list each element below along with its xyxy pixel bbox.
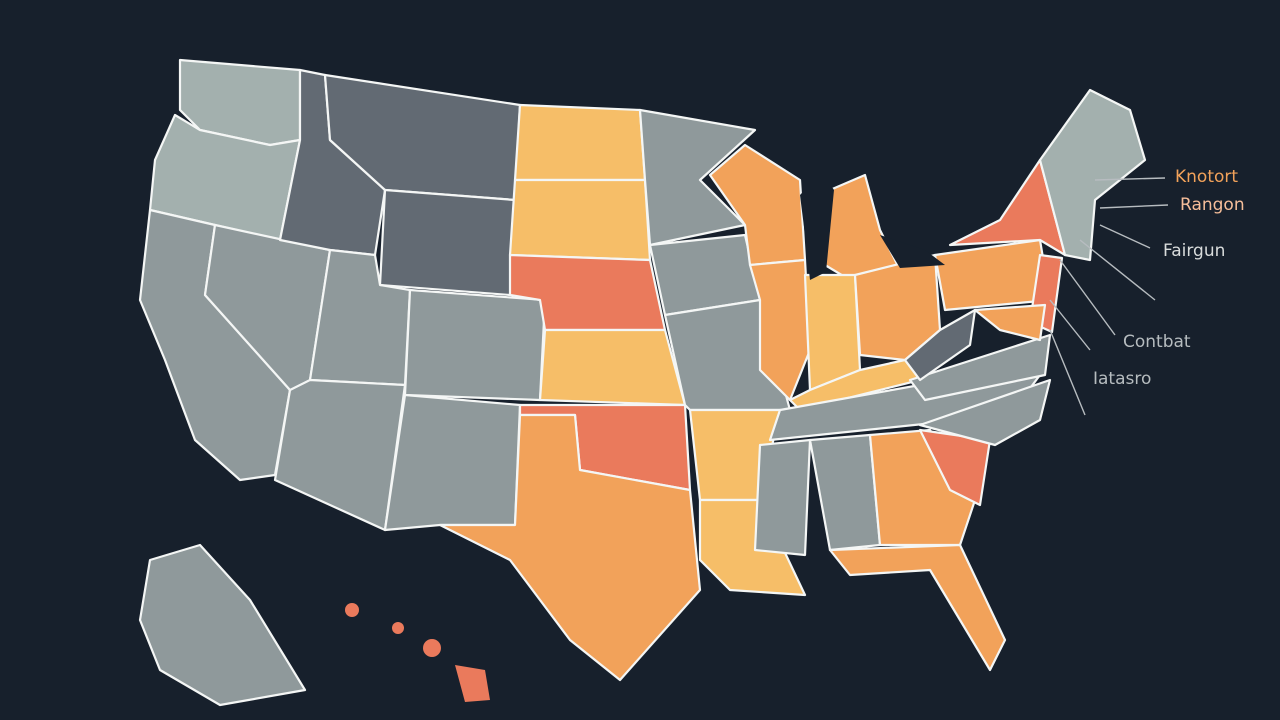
state [513,103,647,182]
callout-arrows [1049,177,1169,416]
arrow [1049,299,1091,351]
island [423,639,441,657]
callout-label: Contbat [1123,332,1191,352]
state [508,178,652,262]
island [392,622,404,634]
state [403,288,547,402]
callout-label: Rangon [1180,195,1245,215]
state [973,303,1047,342]
state [273,378,407,532]
state [908,333,1052,402]
state [538,328,687,407]
callout-label: Fairgun [1163,241,1225,261]
lake [880,235,945,268]
callout-label: Knotort [1175,167,1238,187]
island [455,665,490,702]
arrow [1059,259,1116,336]
state [753,438,812,557]
arrow [1099,224,1151,249]
arrow [1049,329,1086,416]
island [345,603,359,617]
states [138,58,1147,707]
alaska [138,543,307,707]
arrow [1094,177,1166,181]
state [438,413,702,682]
lake [800,172,834,280]
arrow [1099,204,1169,209]
callout-label: Iatasro [1093,369,1151,389]
state [698,498,807,597]
state [1038,88,1147,262]
state [378,188,517,297]
arrow [1079,239,1156,301]
state [903,308,977,382]
state [918,378,1052,447]
hawaii [345,603,490,702]
state [828,543,1007,672]
state [383,393,522,532]
